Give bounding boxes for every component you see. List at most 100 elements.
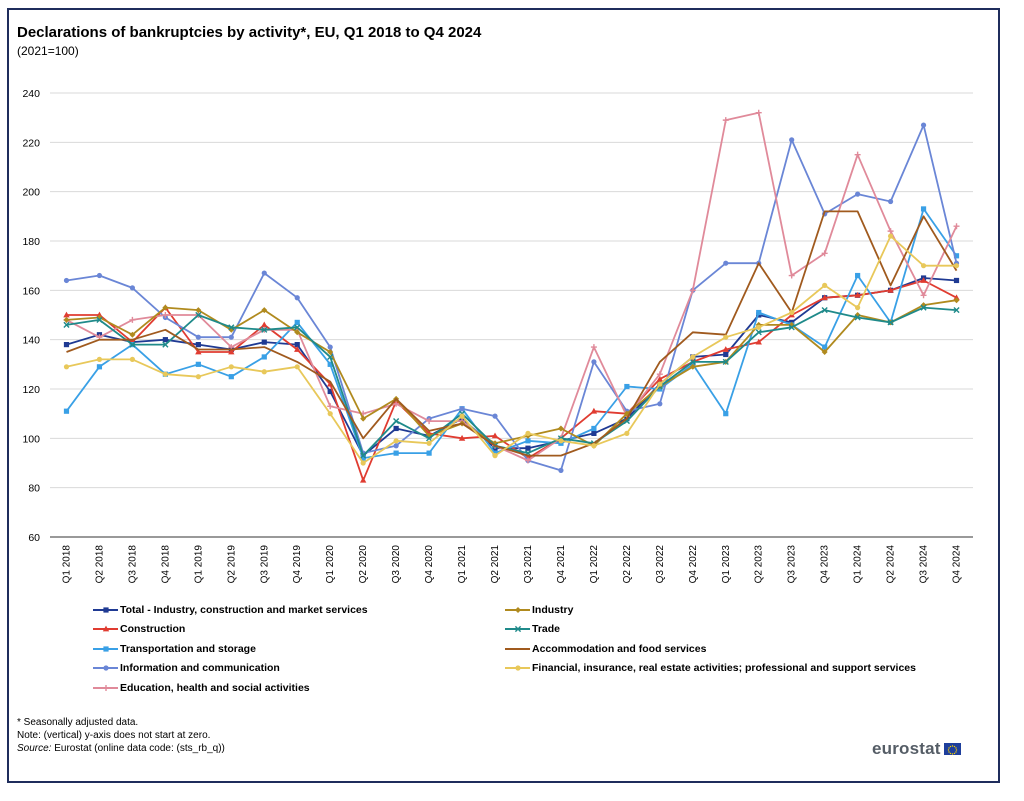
series-line (66, 299, 957, 447)
data-point (855, 272, 861, 279)
x-tick-label: Q1 2023 (721, 545, 732, 584)
legend-swatch (93, 607, 118, 613)
data-point (657, 401, 663, 407)
data-point (492, 453, 498, 459)
data-point (459, 413, 465, 419)
data-point (789, 309, 795, 316)
y-tick-label: 80 (28, 483, 40, 495)
data-point (953, 253, 960, 259)
data-point (63, 316, 70, 323)
data-point (63, 321, 70, 328)
data-point (327, 411, 333, 417)
legend-swatch (93, 665, 118, 671)
x-tick-label: Q3 2021 (523, 545, 534, 584)
note-y-axis: Note: (vertical) y-axis does not start a… (17, 730, 211, 741)
data-point (261, 321, 268, 328)
data-point (327, 349, 334, 355)
x-tick-label: Q4 2022 (688, 545, 699, 584)
series-5 (63, 297, 960, 449)
x-tick-label: Q2 2019 (226, 545, 237, 584)
data-point (920, 277, 927, 283)
data-point (327, 361, 333, 367)
data-point (96, 316, 103, 324)
data-point (558, 467, 564, 473)
data-point (426, 450, 432, 456)
data-point (261, 326, 268, 333)
legend-swatch (93, 684, 118, 691)
data-point (360, 452, 367, 459)
legend-swatch (505, 626, 530, 633)
series-line (65, 207, 958, 460)
x-tick-label: Q4 2024 (952, 545, 963, 584)
data-point (102, 625, 110, 632)
x-tick-label: Q1 2018 (61, 545, 72, 584)
data-point (722, 346, 729, 352)
series-6 (63, 304, 960, 459)
data-point (887, 198, 894, 205)
x-tick-label: Q4 2023 (820, 545, 831, 584)
data-point (294, 346, 301, 352)
data-point (459, 406, 465, 412)
x-tick-label: Q4 2019 (292, 545, 303, 584)
legend-item: Construction (92, 623, 185, 635)
x-tick-label: Q1 2020 (325, 545, 336, 584)
data-point (821, 294, 828, 301)
legend-swatch (505, 607, 530, 613)
data-point (294, 342, 300, 348)
data-point (953, 277, 960, 284)
legend-item: Industry (504, 604, 573, 616)
note-seasonally-adjusted: * Seasonally adjusted data. (17, 717, 139, 728)
data-point (887, 228, 894, 235)
data-point (591, 425, 597, 432)
legend-label: Industry (532, 604, 574, 616)
data-point (822, 282, 828, 288)
data-point (789, 137, 795, 143)
series-line (66, 210, 958, 457)
x-tick-label: Q2 2023 (754, 545, 765, 584)
data-point (656, 375, 664, 382)
legend-label: Financial, insurance, real estate activi… (532, 662, 916, 675)
legend-item: Education, health and social activities (92, 682, 310, 694)
data-point (261, 270, 267, 276)
data-point (723, 351, 729, 358)
data-point (294, 324, 301, 331)
data-point (953, 306, 960, 314)
data-point (656, 371, 663, 378)
data-point (96, 356, 103, 362)
data-point (657, 381, 663, 387)
data-point (261, 354, 267, 360)
data-point (854, 314, 861, 321)
x-tick-label: Q4 2020 (424, 545, 435, 584)
data-point (359, 476, 367, 483)
data-point (228, 348, 235, 355)
data-point (591, 443, 597, 449)
eurostat-logo: eurostat (872, 739, 961, 759)
data-point (96, 364, 103, 370)
data-point (228, 374, 234, 380)
data-point (360, 460, 366, 466)
data-point (689, 358, 696, 365)
legend-label: Education, health and social activities (120, 681, 310, 694)
data-point (228, 334, 234, 340)
data-point (755, 109, 762, 116)
data-point (261, 339, 267, 345)
data-point (195, 342, 201, 348)
data-point (953, 297, 960, 304)
legend-item: Total - Industry, construction and marke… (92, 604, 368, 616)
data-point (821, 306, 828, 314)
data-point (162, 312, 169, 318)
x-tick-label: Q1 2021 (457, 545, 468, 584)
data-point (103, 684, 109, 691)
series-7 (66, 210, 958, 457)
data-point (162, 304, 169, 311)
data-point (360, 455, 366, 461)
line-chart: 60 80 100 120 140 160 180 200 220 240 Q1 2018 Q2 2… (22, 88, 973, 584)
data-point (558, 438, 564, 444)
chart-frame (7, 8, 1000, 783)
data-point (755, 329, 762, 336)
chart-title: Declarations of bankruptcies by activity… (17, 24, 482, 41)
data-point (129, 331, 136, 338)
x-tick-label: Q1 2019 (193, 545, 204, 584)
x-tick-label: Q2 2021 (490, 545, 501, 584)
series-line (66, 124, 958, 472)
